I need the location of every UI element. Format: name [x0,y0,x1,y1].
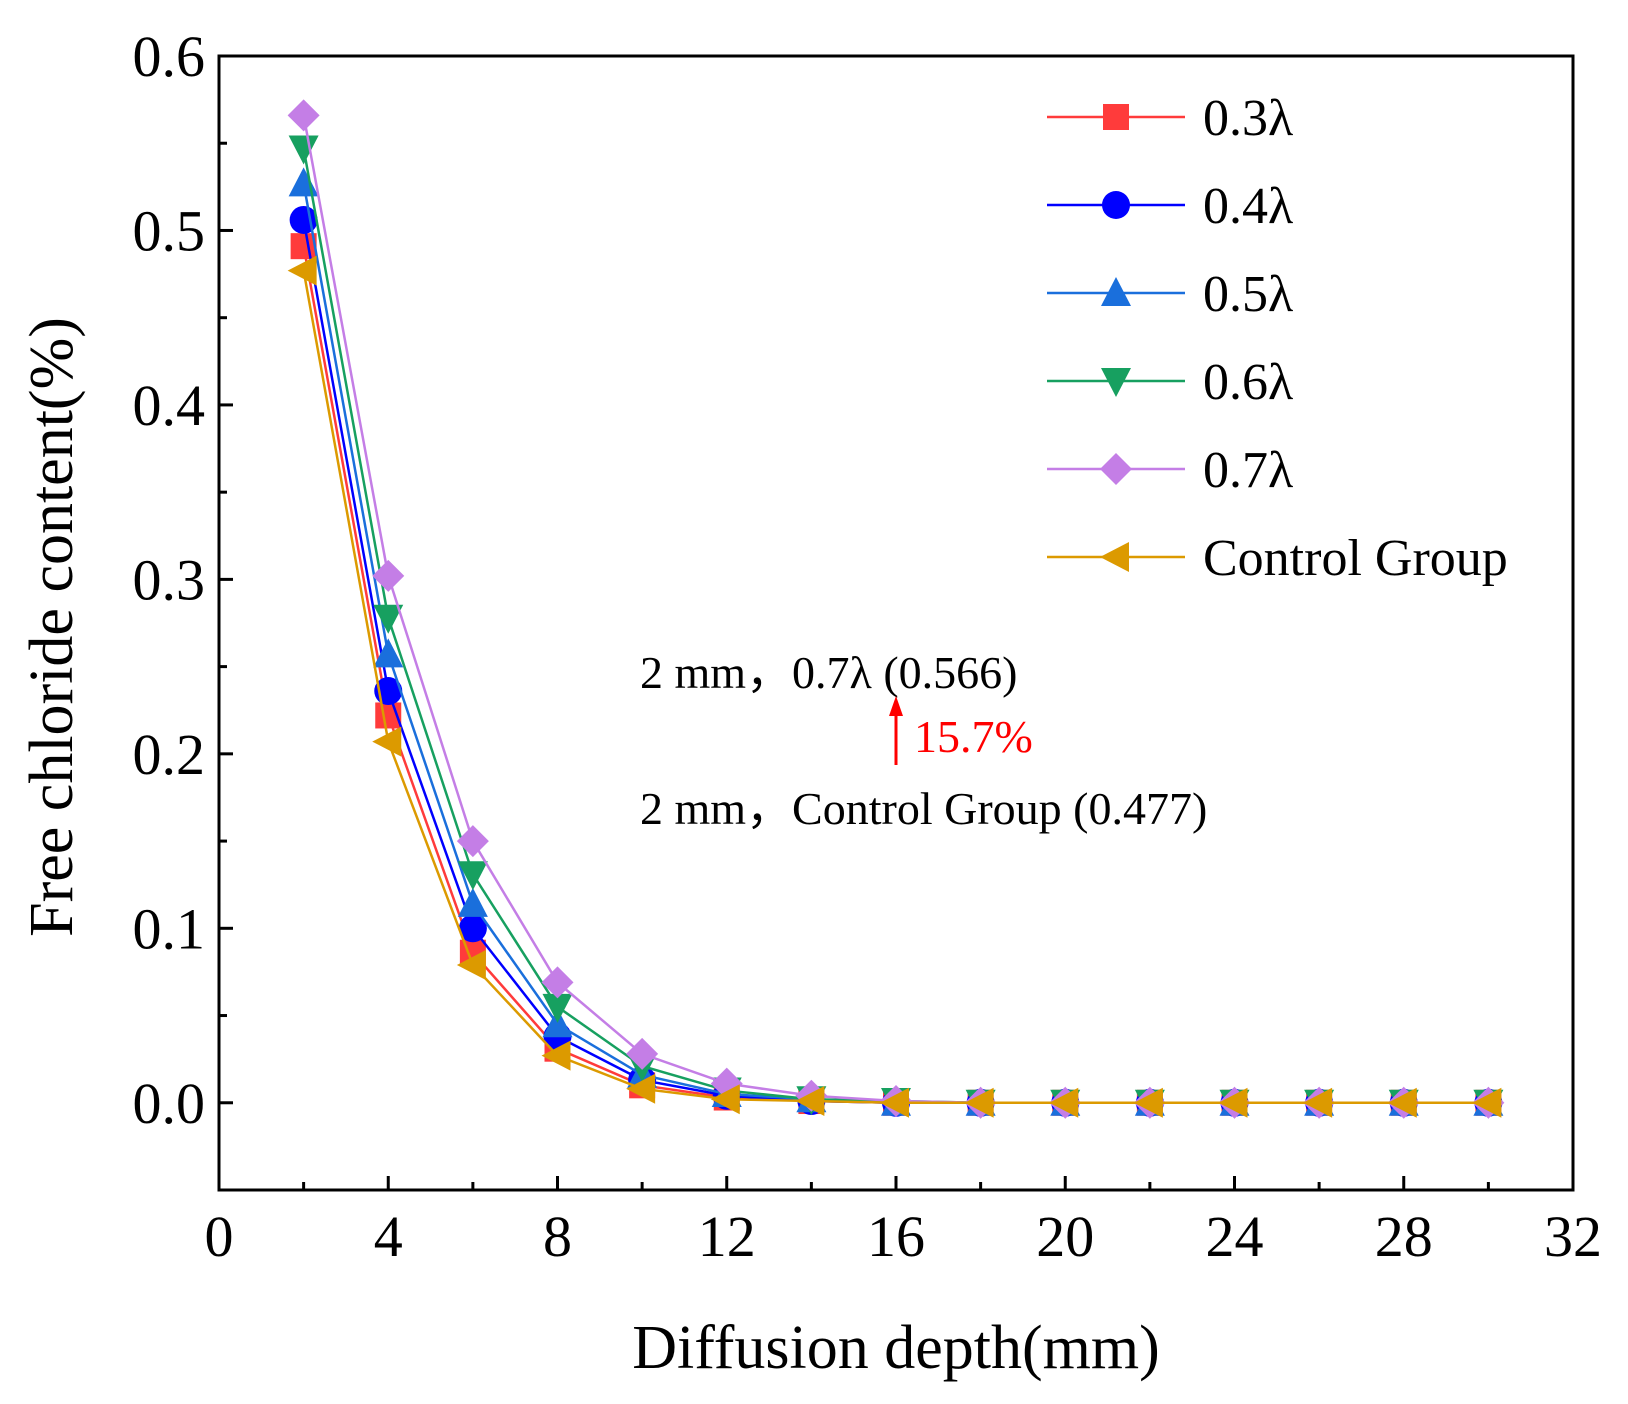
data-point [457,861,488,891]
legend-label: 0.6λ [1203,354,1293,411]
data-point [626,1037,659,1070]
y-tick-label: 0.1 [133,896,206,961]
data-point [373,604,404,634]
legend-label: Control Group [1203,530,1508,587]
data-point [710,1084,740,1115]
y-tick-label: 0.0 [133,1071,206,1136]
annotation-line-2: 2 mm，Control Group (0.477) [640,783,1207,834]
increase-arrow-head [889,696,903,716]
legend-item: 0.5λ [1047,266,1293,323]
x-tick-label: 24 [1206,1204,1264,1269]
y-tick-label: 0.2 [133,722,206,787]
y-axis: 0.0 0.1 0.2 0.3 0.4 0.5 0.6 [133,24,233,1136]
legend-item: 0.7λ [1047,442,1293,499]
x-tick-label: 28 [1375,1204,1433,1269]
legend-item: 0.4λ [1047,178,1293,235]
data-point [456,825,489,858]
y-tick-label: 0.3 [133,547,206,612]
legend-marker [1101,277,1131,306]
data-point [287,255,317,286]
data-point [456,949,486,980]
legend-marker [1100,542,1129,572]
legend-label: 0.4λ [1203,178,1293,235]
data-point [541,966,574,999]
x-tick-label: 0 [205,1204,234,1269]
x-axis-title: Diffusion depth(mm) [632,1314,1160,1382]
y-tick-label: 0.5 [133,198,206,263]
plot-frame [217,54,1575,1192]
legend-label: 0.7λ [1203,442,1293,499]
data-point [1303,1087,1333,1118]
x-tick-label: 8 [543,1204,572,1269]
x-tick-label: 12 [698,1204,756,1269]
data-point [964,1087,994,1118]
plot-series [287,99,1505,1119]
data-point [372,726,402,757]
data-point [458,914,487,943]
legend-label: 0.5λ [1203,266,1293,323]
series-5 [287,255,1502,1118]
data-point [373,638,404,668]
y-axis-title: Free chloride content(%) [18,317,86,937]
data-point [1472,1087,1502,1118]
series-2 [288,167,1504,1116]
legend-marker [1102,191,1130,219]
legend: 0.3λ 0.4λ 0.5λ 0.6λ 0.7λ Control Group [1047,90,1508,587]
data-point [457,887,488,917]
data-point [1049,1087,1079,1118]
legend-item: 0.6λ [1047,354,1293,411]
x-tick-label: 4 [374,1204,403,1269]
data-point [541,1040,571,1071]
data-point [626,1073,656,1104]
annotation: 2 mm，0.7λ (0.566) 15.7% 2 mm，Control Gro… [640,647,1207,834]
legend-marker [1103,104,1129,130]
data-point [1218,1087,1248,1118]
increase-percent: 15.7% [914,711,1033,762]
data-point [372,559,405,592]
y-tick-label: 0.6 [133,24,206,89]
data-point [1133,1087,1163,1118]
x-tick-label: 16 [867,1204,925,1269]
data-point [288,135,319,165]
legend-item: 0.3λ [1047,90,1293,147]
legend-marker [1100,453,1132,485]
legend-item: Control Group [1047,530,1508,587]
data-point [289,205,318,234]
data-point [795,1086,825,1117]
x-tick-label: 20 [1036,1204,1094,1269]
legend-label: 0.3λ [1203,90,1293,147]
legend-marker [1101,368,1131,397]
y-tick-label: 0.4 [133,373,206,438]
data-point [542,993,573,1023]
data-point [287,99,320,132]
data-point [1387,1087,1417,1118]
x-axis: 0 4 8 12 16 20 24 28 32 [205,1176,1602,1269]
x-tick-label: 32 [1544,1204,1602,1269]
data-point [880,1087,909,1118]
annotation-line-1: 2 mm，0.7λ (0.566) [640,647,1018,698]
